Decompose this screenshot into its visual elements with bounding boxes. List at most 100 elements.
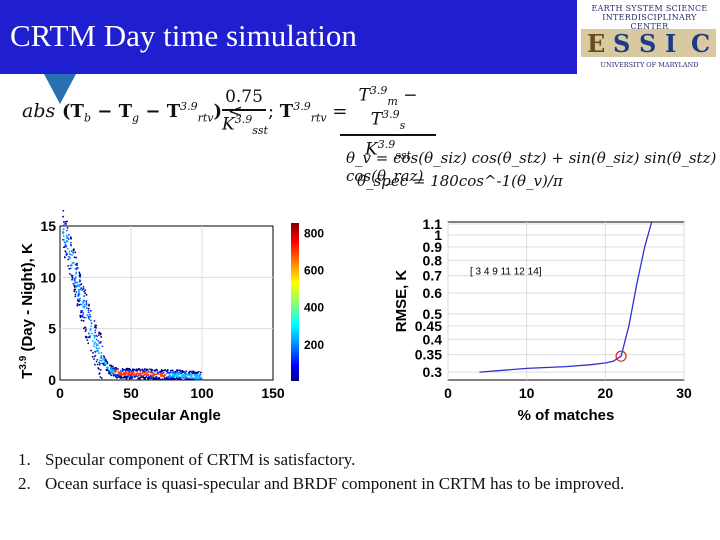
scatter-point: [96, 358, 99, 361]
scatter-point: [149, 376, 152, 378]
scatter-point: [127, 373, 130, 376]
scatter-point: [151, 368, 154, 371]
scatter-point: [96, 363, 99, 366]
scatter-point: [94, 329, 97, 332]
scatter-point: [137, 373, 140, 376]
scatter-point: [167, 376, 170, 378]
scatter-point: [195, 372, 198, 374]
scatter-point: [93, 343, 96, 345]
scatter-point: [80, 283, 83, 285]
scatter-point: [85, 328, 88, 331]
rmse-series-line-0: [479, 222, 653, 373]
scatter-point: [130, 369, 132, 372]
scatter-point: [100, 332, 102, 335]
scatter-point: [193, 377, 196, 380]
scatter-point: [69, 236, 72, 239]
rmse-chart: 0 10 20 30 0.30.350.40.450.5 0.60.70.80.911.1…: [393, 216, 692, 424]
scatter-point: [137, 377, 140, 380]
rmse-ytick-label: 0.45: [415, 318, 442, 334]
scatter-point: [174, 377, 176, 380]
rmse-xlabel: % of matches: [518, 407, 615, 424]
scatter-point: [99, 356, 102, 359]
scatter-point: [139, 376, 141, 379]
scatter-point: [101, 345, 104, 348]
scatter-point: [150, 369, 153, 372]
scatter-point: [90, 349, 93, 352]
scatter-point: [75, 291, 78, 293]
rmse-ytick-label: 0.3: [423, 364, 443, 380]
scatter-point: [66, 227, 69, 229]
scatter-point: [178, 378, 181, 381]
scatter-point: [62, 231, 65, 234]
scatter-point: [181, 374, 183, 377]
note-num-2: 2.: [18, 474, 31, 493]
scatter-point: [76, 303, 79, 305]
scatter-point: [131, 375, 134, 378]
scatter-point: [85, 294, 88, 296]
scatter-point: [180, 378, 182, 381]
scatter-point: [93, 334, 96, 337]
scatter-point: [124, 368, 127, 371]
scatter-point: [96, 335, 99, 338]
scatter-point: [100, 354, 103, 357]
scatter-point: [174, 375, 176, 378]
scatter-point: [105, 368, 108, 371]
scatter-point: [77, 298, 79, 301]
logo-caption: EARTH SYSTEM SCIENCE INTERDISCIPLINARY C…: [587, 4, 712, 31]
scatter-point: [95, 338, 98, 341]
scatter-point: [67, 233, 70, 236]
scatter-point: [91, 332, 93, 335]
scatter-point: [67, 265, 69, 267]
eq-tb: T: [70, 101, 84, 122]
scatter-point: [69, 257, 71, 260]
scatter-point: [89, 329, 92, 332]
eq-semi: ;: [268, 101, 280, 122]
colorbar: [291, 223, 299, 381]
scatter-point: [88, 313, 91, 316]
scatter-point: [111, 365, 114, 368]
scatter-point: [97, 340, 100, 342]
scatter-point: [80, 309, 83, 312]
scatter-xlabel: Specular Angle: [112, 407, 221, 424]
scatter-point: [78, 283, 81, 286]
scatter-point: [174, 373, 177, 376]
scatter-point: [156, 373, 158, 376]
scatter-point: [164, 374, 167, 376]
scatter-point: [158, 378, 161, 381]
scatter-point: [141, 374, 143, 377]
scatter-point: [136, 370, 138, 373]
scatter-point: [155, 368, 158, 371]
rmse-ytick-label: 0.8: [423, 252, 443, 268]
scatter-point: [193, 374, 196, 376]
scatter-point: [104, 364, 106, 367]
scatter-point: [141, 368, 144, 371]
scatter-point: [93, 345, 95, 348]
scatter-point: [124, 372, 127, 375]
scatter-point: [63, 256, 66, 258]
scatter-point: [168, 378, 171, 381]
scatter-point: [70, 241, 72, 244]
scatter-point: [78, 300, 81, 303]
scatter-point: [87, 316, 90, 319]
scatter-point: [91, 340, 94, 342]
logo-line1: EARTH SYSTEM SCIENCE: [591, 4, 708, 13]
logo-letter-2: S: [639, 29, 656, 58]
notes-list: 1. Specular component of CRTM is satisfac…: [18, 448, 718, 496]
scatter-point: [95, 360, 98, 363]
note-text-2: Ocean surface is quasi-specular and BRDF…: [45, 474, 625, 493]
scatter-point: [78, 271, 81, 274]
scatter-xtick-label: 150: [261, 385, 285, 401]
scatter-point: [141, 372, 144, 375]
scatter-point: [119, 373, 121, 376]
rmse-ytick-label: 0.7: [423, 268, 443, 284]
scatter-point: [159, 373, 162, 375]
eq-trtv-sub: rtv: [197, 111, 214, 125]
scatter-point: [177, 372, 179, 375]
scatter-point: [85, 307, 88, 310]
scatter-point: [89, 315, 92, 318]
logo-line3: CENTER: [630, 22, 669, 31]
logo-letter-3: I: [665, 29, 676, 58]
scatter-point: [79, 288, 82, 291]
scatter-point: [130, 376, 132, 379]
rmse-xtick-label: 30: [676, 385, 692, 401]
